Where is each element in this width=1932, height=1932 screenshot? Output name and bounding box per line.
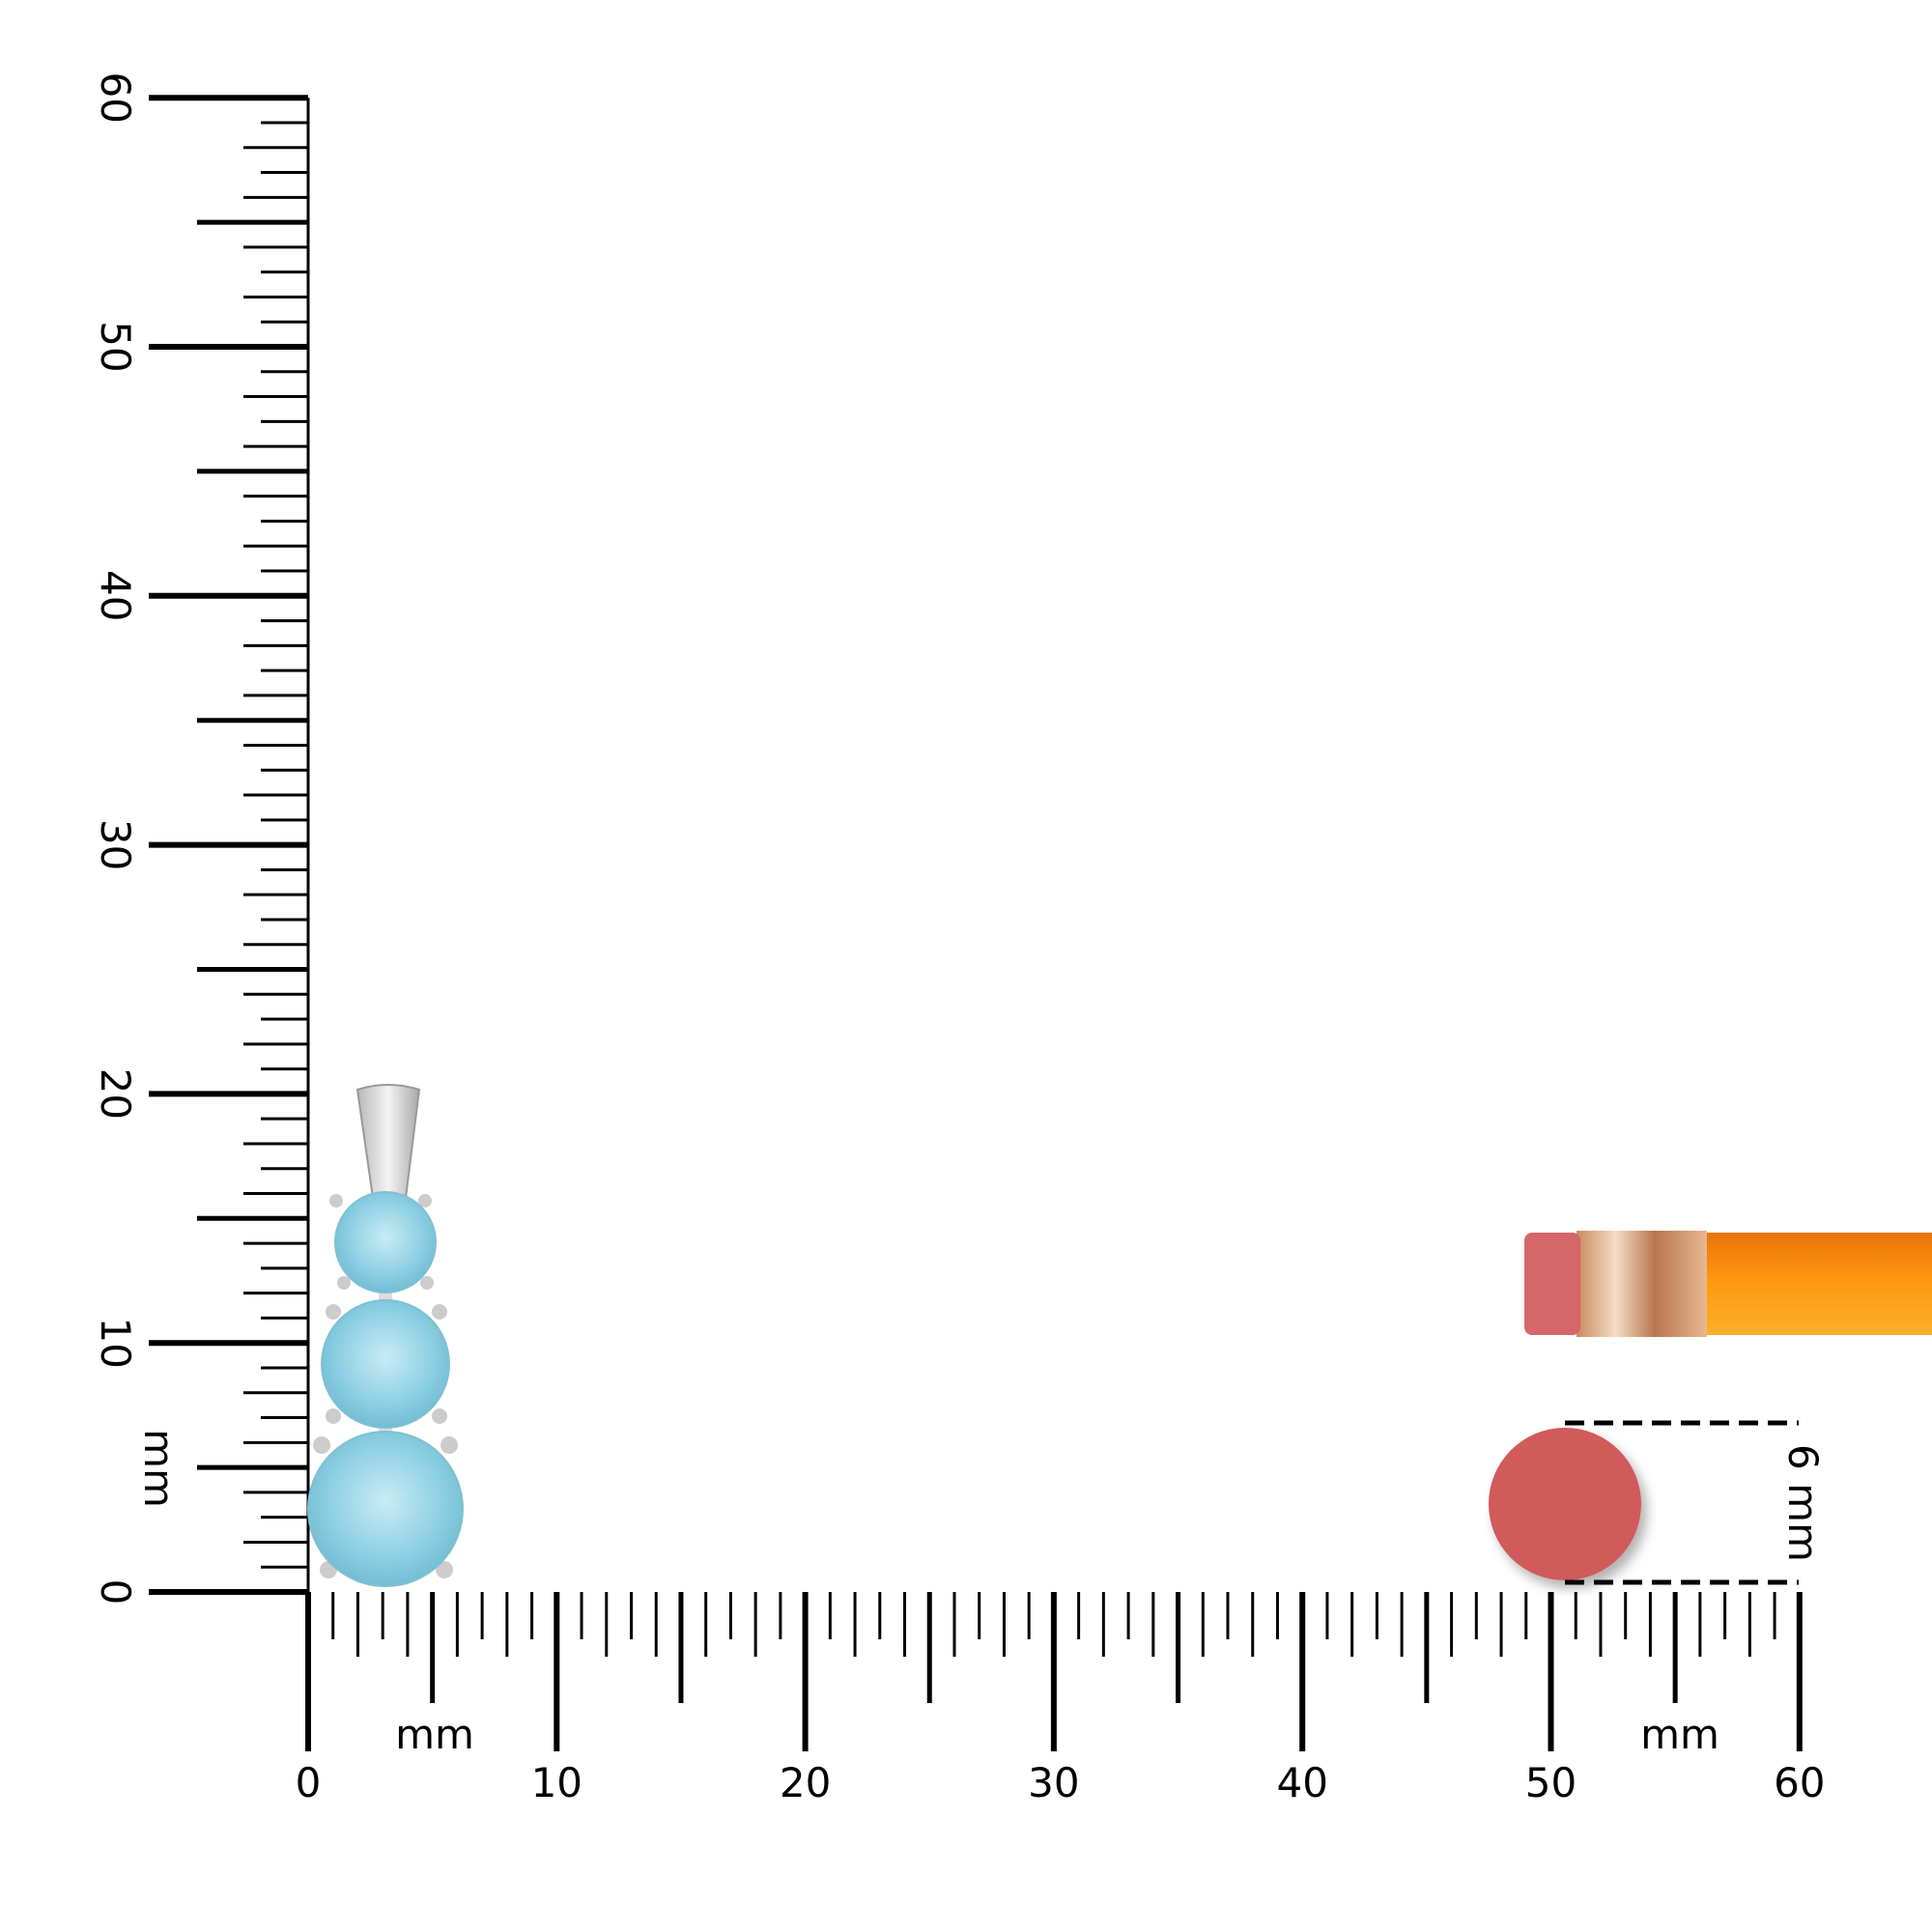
pencil-eraser xyxy=(1524,1233,1580,1335)
vertical-unit-label: mm xyxy=(135,1429,183,1508)
pencil xyxy=(1524,1231,1932,1337)
stone-large xyxy=(307,1431,464,1587)
y-tick-label: 30 xyxy=(92,819,139,870)
pendant-bail xyxy=(355,1084,421,1199)
eraser-disc xyxy=(1489,1428,1641,1580)
stone-medium xyxy=(321,1299,450,1429)
x-tick-label: 60 xyxy=(1774,1759,1825,1806)
eraser-size-label: 6 mm xyxy=(1779,1444,1827,1562)
y-tick-label: 50 xyxy=(92,321,139,372)
x-tick-label: 50 xyxy=(1525,1759,1577,1806)
stone-small xyxy=(329,1191,437,1293)
vertical-ruler xyxy=(149,95,310,1595)
y-tick-label: 20 xyxy=(92,1068,139,1120)
horizontal-unit-label-right: mm xyxy=(1640,1711,1719,1758)
y-tick-label: 40 xyxy=(92,570,139,621)
horizontal-ruler xyxy=(305,1592,1803,1751)
pendant xyxy=(307,1084,464,1587)
y-tick-label: 60 xyxy=(92,71,139,123)
pencil-ferrule xyxy=(1577,1231,1707,1337)
horizontal-unit-label-left: mm xyxy=(395,1711,474,1758)
x-tick-label: 20 xyxy=(780,1759,831,1806)
x-tick-label: 10 xyxy=(531,1759,582,1806)
ruler-labels: 0 10 20 30 40 50 60 0 10 20 30 40 50 60 xyxy=(92,71,1826,1806)
y-tick-label: 0 xyxy=(92,1579,139,1605)
x-tick-label: 30 xyxy=(1028,1759,1079,1806)
pencil-body xyxy=(1705,1233,1932,1335)
y-tick-label: 10 xyxy=(92,1317,139,1368)
x-tick-label: 0 xyxy=(296,1759,322,1806)
x-tick-label: 40 xyxy=(1276,1759,1327,1806)
